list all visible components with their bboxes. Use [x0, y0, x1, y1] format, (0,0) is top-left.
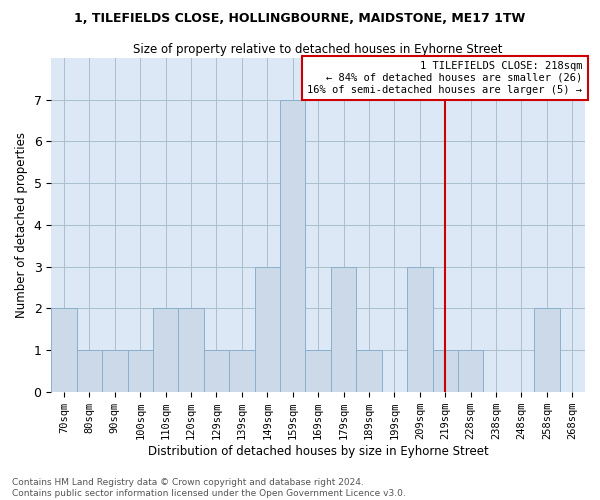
Title: Size of property relative to detached houses in Eyhorne Street: Size of property relative to detached ho… [133, 42, 503, 56]
Bar [534, 308, 560, 392]
Bar [128, 350, 153, 392]
Bar [280, 100, 305, 392]
Bar [77, 350, 102, 392]
Bar [331, 266, 356, 392]
Bar [254, 266, 280, 392]
Text: Contains HM Land Registry data © Crown copyright and database right 2024.
Contai: Contains HM Land Registry data © Crown c… [12, 478, 406, 498]
Bar [305, 350, 331, 392]
Y-axis label: Number of detached properties: Number of detached properties [15, 132, 28, 318]
Bar [204, 350, 229, 392]
Bar [51, 308, 77, 392]
Bar [407, 266, 433, 392]
Bar [229, 350, 254, 392]
X-axis label: Distribution of detached houses by size in Eyhorne Street: Distribution of detached houses by size … [148, 444, 488, 458]
Bar [356, 350, 382, 392]
Bar [102, 350, 128, 392]
Text: 1, TILEFIELDS CLOSE, HOLLINGBOURNE, MAIDSTONE, ME17 1TW: 1, TILEFIELDS CLOSE, HOLLINGBOURNE, MAID… [74, 12, 526, 26]
Bar [153, 308, 178, 392]
Text: 1 TILEFIELDS CLOSE: 218sqm
← 84% of detached houses are smaller (26)
16% of semi: 1 TILEFIELDS CLOSE: 218sqm ← 84% of deta… [307, 62, 583, 94]
Bar [458, 350, 484, 392]
Bar [433, 350, 458, 392]
Bar [178, 308, 204, 392]
